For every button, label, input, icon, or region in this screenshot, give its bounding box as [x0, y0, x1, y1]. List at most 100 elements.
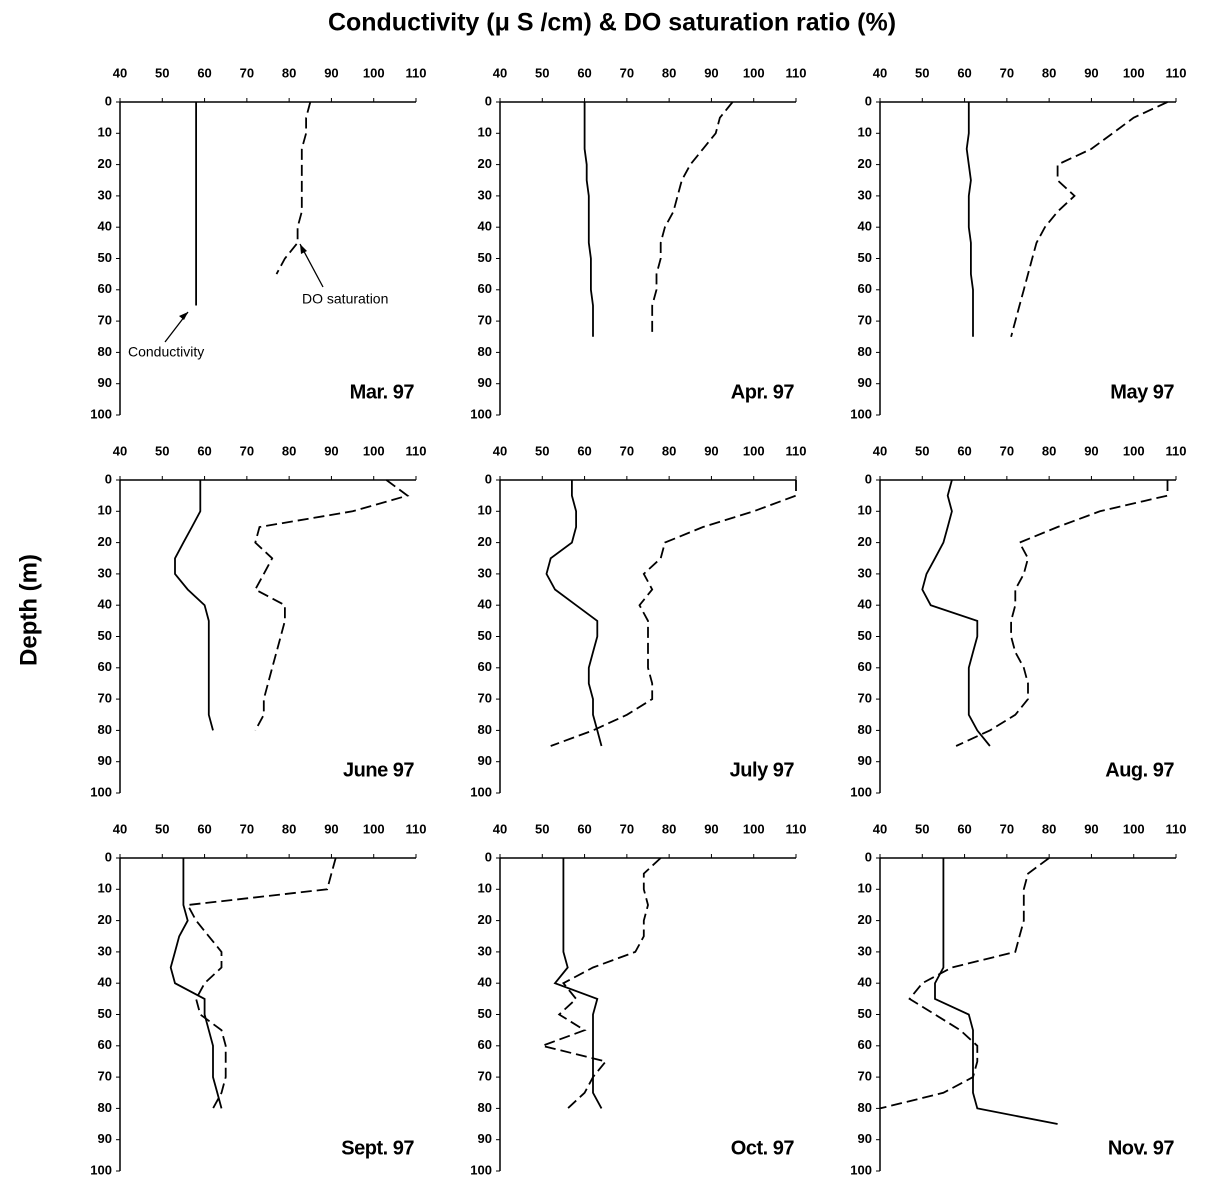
dashed-line [254, 479, 410, 731]
y-tick-label: 20 [858, 534, 872, 549]
x-tick-label: 110 [406, 65, 427, 80]
x-tick-label: 70 [620, 65, 634, 80]
x-tick-label: 100 [743, 821, 765, 836]
y-tick-label: 30 [858, 943, 872, 958]
dashed-line [277, 102, 311, 306]
y-tick-label: 50 [98, 250, 112, 265]
y-tick-label: 90 [858, 375, 872, 390]
y-tick-label: 60 [478, 659, 492, 674]
y-tick-label: 10 [478, 881, 492, 896]
x-tick-label: 60 [577, 65, 591, 80]
y-tick-label: 70 [858, 1069, 872, 1084]
x-tick-label: 80 [662, 443, 676, 458]
x-tick-label: 70 [1000, 821, 1014, 836]
dashed-line [1010, 101, 1168, 338]
x-tick-label: 80 [1042, 821, 1056, 836]
y-tick-label: 100 [850, 406, 872, 421]
x-tick-label: 40 [113, 443, 127, 458]
y-tick-label: 40 [478, 597, 492, 612]
y-tick-label: 50 [858, 250, 872, 265]
y-tick-label: 30 [858, 565, 872, 580]
y-tick-label: 20 [478, 912, 492, 927]
y-tick-label: 10 [858, 881, 872, 896]
panel-label: Mar. 97 [350, 381, 415, 403]
y-tick-label: 90 [98, 753, 112, 768]
y-tick-label: 60 [858, 659, 872, 674]
y-tick-label: 30 [98, 943, 112, 958]
y-tick-label: 60 [98, 281, 112, 296]
panel-label: Sept. 97 [341, 1137, 414, 1159]
panel-label: Oct. 97 [731, 1137, 795, 1159]
y-tick-label: 0 [105, 849, 112, 864]
panel-label: Aug. 97 [1105, 759, 1174, 781]
y-tick-label: 50 [478, 250, 492, 265]
y-tick-label: 0 [105, 471, 112, 486]
panel-label: Apr. 97 [731, 381, 795, 403]
y-tick-label: 100 [470, 1162, 492, 1177]
y-tick-label: 100 [470, 406, 492, 421]
x-tick-label: 110 [406, 443, 427, 458]
x-tick-label: 110 [1166, 443, 1187, 458]
y-tick-label: 50 [478, 628, 492, 643]
y-tick-label: 80 [98, 722, 112, 737]
solid-line [934, 858, 1058, 1125]
x-tick-label: 60 [197, 821, 211, 836]
x-tick-label: 90 [324, 443, 338, 458]
y-tick-label: 0 [485, 471, 492, 486]
x-tick-label: 60 [197, 65, 211, 80]
solid-line [965, 102, 974, 337]
x-tick-label: 110 [786, 65, 807, 80]
x-tick-label: 70 [620, 821, 634, 836]
x-tick-label: 100 [1123, 443, 1145, 458]
x-tick-label: 110 [786, 443, 807, 458]
x-tick-label: 110 [786, 821, 807, 836]
x-tick-label: 70 [1000, 65, 1014, 80]
y-tick-label: 20 [98, 912, 112, 927]
x-tick-label: 80 [1042, 65, 1056, 80]
y-tick-label: 30 [858, 187, 872, 202]
y-tick-label: 70 [98, 1069, 112, 1084]
y-tick-label: 10 [858, 125, 872, 140]
x-tick-label: 50 [155, 443, 169, 458]
arrowhead [300, 244, 307, 254]
y-tick-label: 60 [478, 281, 492, 296]
x-tick-label: 100 [1123, 821, 1145, 836]
y-axis-label: Depth (m) [15, 554, 42, 666]
y-tick-label: 90 [478, 375, 492, 390]
x-tick-label: 70 [620, 443, 634, 458]
panel-label: May 97 [1110, 381, 1174, 403]
y-tick-label: 60 [98, 659, 112, 674]
x-tick-label: 90 [704, 821, 718, 836]
y-tick-label: 80 [858, 722, 872, 737]
x-tick-label: 80 [662, 821, 676, 836]
x-tick-label: 80 [282, 65, 296, 80]
y-tick-label: 0 [105, 93, 112, 108]
y-tick-label: 50 [858, 1006, 872, 1021]
y-tick-label: 0 [865, 93, 872, 108]
x-tick-label: 50 [535, 65, 549, 80]
y-tick-label: 100 [850, 1162, 872, 1177]
x-tick-label: 110 [1166, 821, 1187, 836]
y-tick-label: 60 [858, 1037, 872, 1052]
y-tick-label: 50 [98, 1006, 112, 1021]
x-tick-label: 40 [493, 65, 507, 80]
y-tick-label: 40 [98, 597, 112, 612]
x-tick-label: 40 [113, 821, 127, 836]
x-tick-label: 70 [240, 65, 254, 80]
x-tick-label: 100 [743, 443, 765, 458]
y-tick-label: 0 [485, 93, 492, 108]
x-tick-label: 50 [915, 821, 929, 836]
y-tick-label: 90 [478, 753, 492, 768]
x-tick-label: 60 [577, 821, 591, 836]
y-tick-label: 70 [478, 1069, 492, 1084]
x-tick-label: 100 [363, 821, 385, 836]
y-tick-label: 40 [858, 219, 872, 234]
y-tick-label: 80 [858, 344, 872, 359]
y-tick-label: 30 [478, 943, 492, 958]
x-tick-label: 60 [577, 443, 591, 458]
dashed-line [879, 857, 1050, 1110]
y-tick-label: 30 [478, 565, 492, 580]
x-tick-label: 100 [743, 65, 765, 80]
x-tick-label: 90 [1084, 821, 1098, 836]
